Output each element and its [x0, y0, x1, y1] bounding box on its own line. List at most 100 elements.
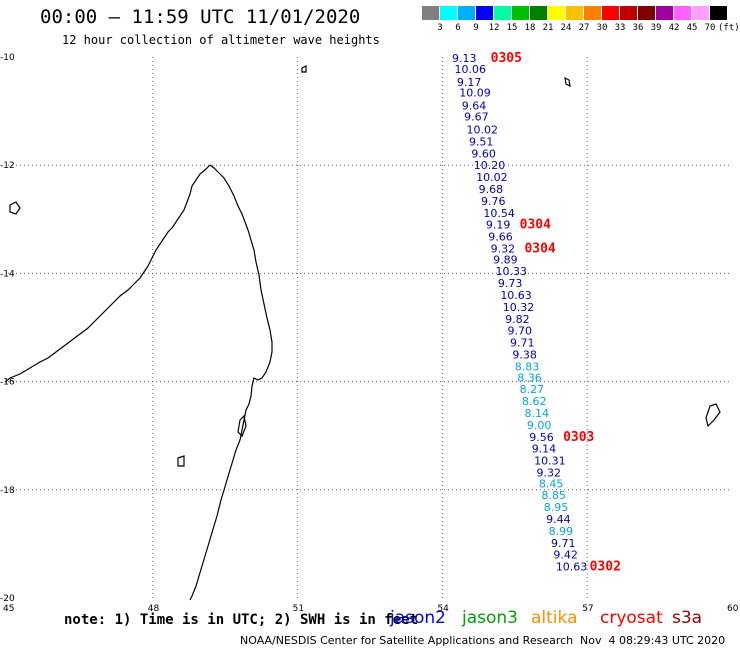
generated-timestamp: Nov 4 08:29:43 UTC 2020 — [580, 634, 726, 647]
wave-height-value: 9.51 — [469, 135, 494, 148]
wave-height-value: 9.89 — [493, 253, 517, 266]
island-2 — [301, 65, 307, 73]
wave-height-measurements: 9.1310.069.1710.099.649.6710.029.519.601… — [452, 52, 587, 574]
wave-height-value: 10.20 — [474, 159, 506, 172]
legend-swatch — [530, 6, 547, 20]
island-3 — [564, 76, 571, 88]
wave-height-value: 9.67 — [464, 111, 489, 124]
lat-tick-label: -20 — [0, 594, 15, 604]
page-title: 00:00 – 11:59 UTC 11/01/2020 — [40, 6, 361, 28]
wave-height-value: 9.17 — [457, 76, 482, 89]
legend-swatch — [422, 6, 439, 20]
lon-tick-label: 60 — [727, 604, 739, 614]
lon-tick-label: 51 — [293, 604, 304, 614]
legend-swatch — [458, 6, 475, 20]
lon-tick-label: 57 — [582, 604, 593, 614]
wave-height-value: 8.95 — [544, 501, 569, 514]
legend-swatch — [566, 6, 583, 20]
grid-lines — [8, 57, 732, 598]
legend-label: 21 — [542, 23, 554, 33]
legend-swatch — [620, 6, 637, 20]
legend-label: 9 — [473, 23, 479, 33]
wave-height-value: 10.02 — [467, 123, 499, 136]
lat-tick-label: -18 — [0, 486, 15, 496]
wave-height-value: 9.76 — [481, 195, 506, 208]
legend-label: 12 — [488, 23, 500, 33]
satellite-s3a: s3a — [672, 608, 703, 628]
page-subtitle: 12 hour collection of altimeter wave hei… — [62, 33, 380, 47]
wave-height-value: 9.60 — [471, 147, 496, 160]
satellite-altika: altika — [531, 608, 578, 628]
lat-tick-label: -16 — [0, 378, 15, 388]
wave-height-value: 10.09 — [459, 87, 491, 100]
credit-line: NOAA/NESDIS Center for Satellite Applica… — [240, 634, 574, 647]
legend-swatch — [638, 6, 655, 20]
wave-height-value: 10.54 — [483, 207, 514, 220]
legend-label: 33 — [614, 23, 626, 33]
legend-label: 3 — [437, 23, 443, 33]
legend-swatch — [674, 6, 691, 20]
legend-label: 24 — [560, 23, 572, 33]
legend-swatch — [476, 6, 493, 20]
pass-time-label: 0304 — [524, 242, 555, 257]
lon-tick-label: 48 — [148, 604, 160, 614]
wave-height-value: 9.71 — [510, 337, 535, 350]
pass-times: 0305 0304 0304 0303 0302 — [491, 51, 621, 575]
wave-height-value: 9.32 — [491, 243, 515, 256]
wave-height-value: 9.42 — [553, 549, 578, 562]
wave-height-value: 9.56 — [529, 431, 554, 444]
wave-height-value: 8.83 — [515, 360, 540, 373]
satellite-jason3: jason3 — [462, 608, 518, 628]
legend-label: 70 — [704, 23, 716, 33]
legend-swatch — [548, 6, 565, 20]
wave-height-value: 9.68 — [479, 183, 504, 196]
wave-height-value: 9.64 — [462, 100, 487, 113]
satellite-jason2: jason2 — [390, 608, 446, 628]
legend-swatch — [602, 6, 619, 20]
wave-height-value: 9.32 — [537, 466, 562, 479]
satellite-cryosat: cryosat — [600, 608, 663, 628]
lon-tick-label: 54 — [437, 604, 449, 614]
wave-height-value: 9.73 — [498, 277, 523, 290]
legend-label: 18 — [524, 23, 536, 33]
wave-height-value: 9.14 — [532, 443, 557, 456]
legend-label: 15 — [506, 23, 518, 33]
lat-tick-label: -10 — [0, 53, 15, 63]
wave-height-value: 9.13 — [452, 52, 477, 65]
lat-tick-label: -12 — [0, 161, 15, 171]
wave-height-value: 8.27 — [520, 383, 545, 396]
legend-label: (ft) — [718, 23, 740, 33]
wave-height-value: 10.02 — [476, 171, 508, 184]
pass-time-label: 0303 — [563, 430, 594, 445]
coastline — [4, 65, 721, 601]
wave-height-value: 8.62 — [522, 395, 547, 408]
legend-label: 45 — [686, 23, 698, 33]
legend-swatch — [692, 6, 709, 20]
wave-height-value: 9.00 — [527, 419, 552, 432]
wave-height-value: 9.19 — [486, 219, 511, 232]
legend-label: 39 — [650, 23, 662, 33]
wave-height-value: 10.33 — [495, 265, 527, 278]
lat-tick-label: -14 — [0, 269, 15, 279]
lon-tick-label: 45 — [3, 604, 14, 614]
footer-note: note: 1) Time is in UTC; 2) SWH is in fe… — [64, 612, 419, 628]
legend-label: 36 — [632, 23, 644, 33]
madagascar-west-coast — [4, 164, 211, 383]
island-1 — [9, 201, 21, 215]
wave-height-legend: 3 6 9 12 15 18 21 24 27 30 33 36 39 42 45 70 (ft) — [422, 6, 740, 36]
wave-height-value: 9.44 — [546, 513, 571, 526]
legend-label: 30 — [596, 23, 608, 33]
wave-height-value: 9.38 — [512, 349, 537, 362]
madagascar-coastline — [189, 164, 273, 601]
legend-label: 6 — [455, 23, 461, 33]
wave-height-value: 8.36 — [517, 371, 542, 384]
legend-swatch — [440, 6, 457, 20]
legend-label: 27 — [578, 23, 590, 33]
island-4 — [705, 403, 721, 428]
wave-height-value: 10.63 — [556, 561, 588, 574]
legend-swatch — [494, 6, 511, 20]
wave-height-value: 10.06 — [454, 63, 486, 76]
pass-time-label: 0302 — [590, 560, 621, 575]
